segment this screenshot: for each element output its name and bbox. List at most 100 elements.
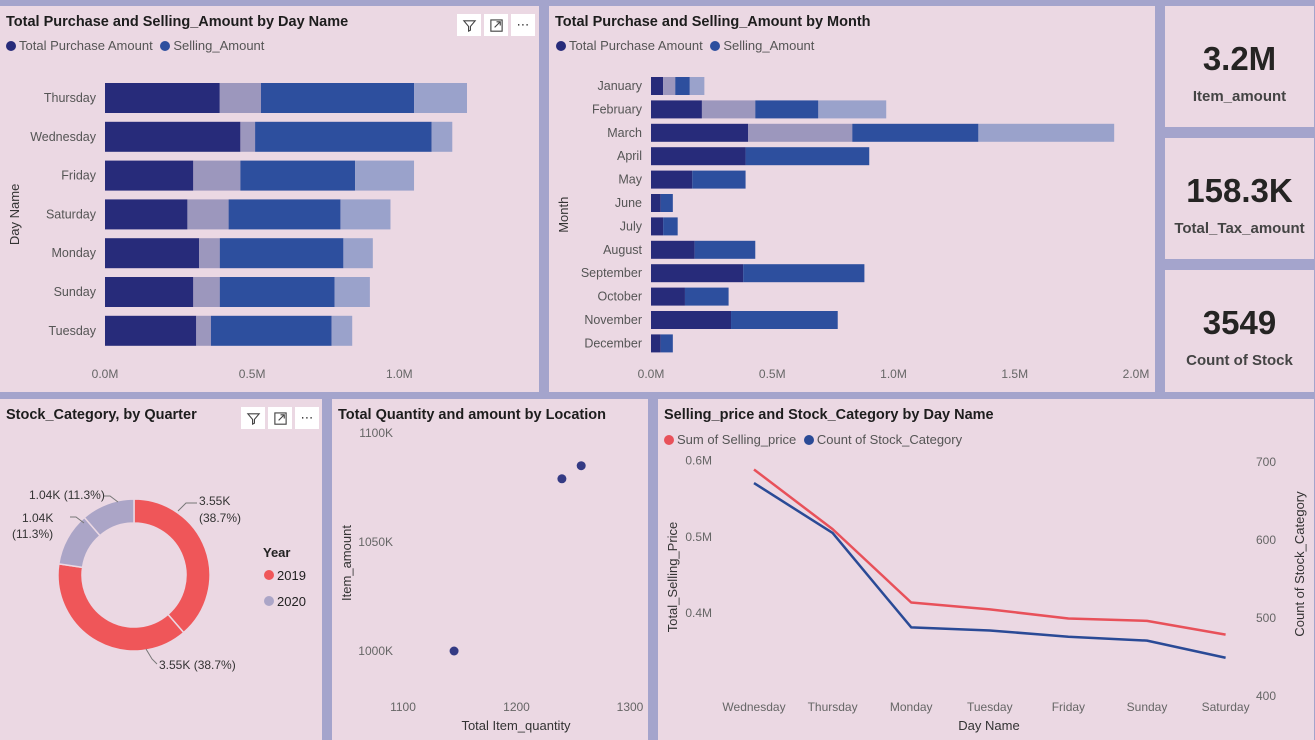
x-tick-label: 1.0M — [880, 367, 907, 381]
y-tick-label: January — [598, 79, 643, 93]
y2-tick-label: 500 — [1256, 611, 1276, 625]
label-leader-line — [104, 495, 119, 503]
y-axis-title: Total_Selling_Price — [665, 522, 680, 633]
bar-purchase-segment — [105, 277, 194, 307]
x-tick-label: Sunday — [1127, 700, 1168, 714]
kpi-card-tax-amount: 158.3K Total_Tax_amount — [1165, 138, 1314, 259]
y-tick-label: 0.6M — [685, 453, 712, 467]
y-tick-label: August — [603, 243, 642, 257]
label-leader-line — [70, 516, 85, 524]
bar-purchase-segment — [663, 77, 676, 95]
bar-selling-segment — [675, 77, 690, 95]
focus-mode-icon[interactable] — [484, 14, 508, 36]
panel-title: Total Purchase and Selling_Amount by Mon… — [555, 14, 871, 30]
bar-selling-segment — [731, 311, 838, 329]
bar-selling-segment — [240, 160, 356, 191]
y-tick-label: Wednesday — [30, 130, 97, 144]
y2-tick-label: 400 — [1256, 689, 1276, 703]
legend-item-selling: Selling_Amount — [710, 38, 814, 53]
y-tick-label: 0.4M — [685, 606, 712, 620]
y-tick-label: 1050K — [358, 535, 393, 549]
bar-selling-segment — [689, 77, 705, 95]
bar-selling-segment — [343, 238, 373, 269]
y-tick-label: June — [615, 196, 642, 210]
y-tick-label: April — [617, 149, 642, 163]
filter-icon[interactable] — [457, 14, 481, 36]
month-bar-chart: Month January February March April May June Jul… — [556, 77, 1149, 381]
y-tick-label: July — [620, 219, 643, 233]
slice-label: 1.04K — [22, 511, 53, 525]
bar-selling-segment — [663, 217, 678, 236]
line-series-selling-price — [753, 468, 1226, 636]
x-tick-label: Friday — [1052, 700, 1085, 714]
chart-legend: Total Purchase Amount Selling_Amount — [556, 38, 814, 53]
bar-selling-segment — [684, 287, 729, 306]
y2-axis-title: Count of Stock_Category — [1292, 491, 1307, 637]
legend-label: 2020 — [277, 594, 306, 609]
y-axis-title: Item_amount — [339, 525, 354, 601]
y-tick-label: May — [618, 173, 642, 187]
slice-label: 1.04K (11.3%) — [29, 488, 105, 502]
visual-toolbar: ⋯ — [241, 407, 319, 429]
bar-selling-segment — [660, 194, 673, 212]
more-options-icon[interactable]: ⋯ — [295, 407, 319, 429]
y-tick-label: October — [598, 290, 642, 304]
y-tick-label: 0.5M — [685, 530, 712, 544]
kpi-label: Item_amount — [1192, 88, 1287, 105]
x-tick-label: Thursday — [808, 700, 858, 714]
bar-purchase-segment — [187, 199, 229, 230]
panel-title: Total Purchase and Selling_Amount by Day… — [6, 14, 349, 30]
legend-title: Year — [263, 545, 290, 560]
bar-purchase-segment — [651, 77, 664, 95]
bar-selling-segment — [355, 160, 415, 191]
bar-selling-segment — [255, 121, 432, 152]
bar-purchase-segment — [651, 264, 744, 283]
x-tick-label: 0.5M — [759, 367, 786, 381]
bar-selling-segment — [431, 121, 453, 152]
chart-legend: Sum of Selling_price Count of Stock_Cate… — [664, 432, 962, 447]
slice-label: (11.3%) — [12, 527, 53, 541]
bar-selling-segment — [692, 170, 746, 189]
x-tick-label: 1.0M — [386, 367, 413, 381]
label-leader-line — [177, 502, 197, 512]
bar-selling-segment — [334, 277, 370, 307]
x-axis-title: Total Item_quantity — [461, 718, 571, 733]
y-axis-title: Day Name — [7, 184, 22, 245]
bar-purchase-segment — [651, 147, 746, 166]
kpi-value: 3549 — [1202, 304, 1277, 341]
y-axis-title: Month — [556, 197, 571, 233]
x-tick-label: 1100 — [390, 700, 416, 714]
bar-purchase-segment — [651, 170, 693, 189]
bar-purchase-segment — [748, 123, 853, 142]
y-tick-label: Tuesday — [49, 324, 97, 338]
x-tick-label: 0.5M — [239, 367, 266, 381]
y-tick-label: Thursday — [44, 91, 97, 105]
bar-purchase-segment — [240, 121, 256, 152]
y2-tick-label: 600 — [1256, 533, 1276, 547]
kpi-card-count-stock: 3549 Count of Stock — [1165, 270, 1314, 392]
bar-purchase-segment — [105, 199, 188, 230]
bar-selling-segment — [818, 100, 887, 119]
day-bar-chart: Day Name Thursday Wednesday Friday Saturday M… — [7, 83, 467, 381]
slice-label: 3.55K — [199, 494, 230, 508]
y-tick-label: 1000K — [358, 644, 393, 658]
filter-icon[interactable] — [241, 407, 265, 429]
slice-label: (38.7%) — [199, 511, 241, 525]
y-tick-label: December — [584, 336, 642, 350]
focus-mode-icon[interactable] — [268, 407, 292, 429]
location-scatter-panel: Total Quantity and amount by Location 11… — [332, 399, 648, 740]
y2-tick-label: 700 — [1256, 455, 1276, 469]
bar-selling-segment — [978, 123, 1115, 142]
bar-purchase-segment — [701, 100, 756, 119]
bar-purchase-segment — [193, 160, 241, 191]
bar-selling-segment — [260, 83, 415, 113]
y-tick-label: Monday — [52, 246, 97, 260]
scatter-point — [449, 646, 459, 656]
bar-selling-segment — [219, 238, 344, 269]
bar-purchase-segment — [105, 121, 241, 152]
x-tick-label: 1200 — [503, 700, 530, 714]
more-options-icon[interactable]: ⋯ — [511, 14, 535, 36]
location-scatter-chart: 1100 1200 1300 1000K 1050K 1100K Total Item_qu… — [339, 426, 644, 733]
panel-title: Total Quantity and amount by Location — [338, 407, 606, 423]
legend-item-selling: Selling_Amount — [160, 38, 264, 53]
